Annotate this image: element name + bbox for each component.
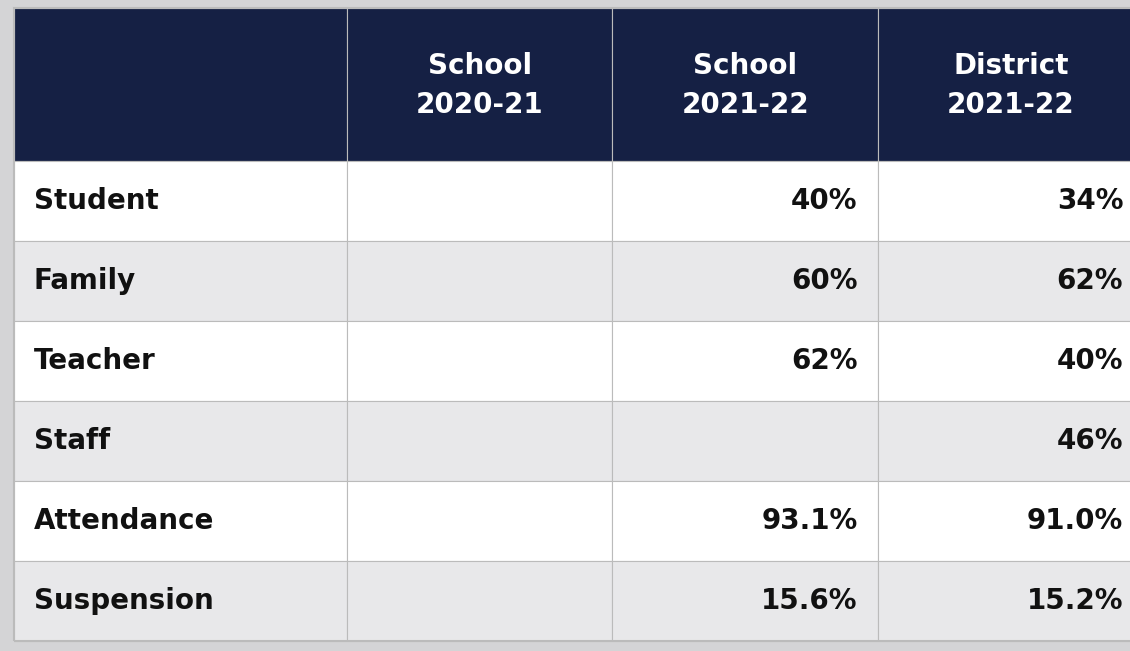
- Bar: [14, 321, 347, 401]
- Text: Teacher: Teacher: [34, 347, 156, 375]
- Text: Family: Family: [34, 267, 136, 295]
- Text: 2021-22: 2021-22: [681, 91, 809, 119]
- Text: School: School: [427, 52, 532, 80]
- Bar: [14, 401, 347, 481]
- Bar: [878, 401, 1130, 481]
- Bar: [612, 401, 878, 481]
- Bar: [612, 561, 878, 641]
- Text: School: School: [693, 52, 798, 80]
- Bar: [14, 241, 347, 321]
- Bar: [347, 161, 612, 241]
- Text: 15.2%: 15.2%: [1027, 587, 1123, 615]
- Text: 62%: 62%: [791, 347, 858, 375]
- Text: Attendance: Attendance: [34, 507, 215, 535]
- Bar: [347, 401, 612, 481]
- Bar: [612, 8, 878, 161]
- Text: 15.6%: 15.6%: [762, 587, 858, 615]
- Bar: [878, 161, 1130, 241]
- Bar: [612, 241, 878, 321]
- Bar: [14, 561, 347, 641]
- Text: 2020-21: 2020-21: [416, 91, 544, 119]
- Text: 40%: 40%: [1057, 347, 1123, 375]
- Text: 60%: 60%: [791, 267, 858, 295]
- Bar: [347, 241, 612, 321]
- Bar: [878, 561, 1130, 641]
- Bar: [878, 321, 1130, 401]
- Bar: [347, 321, 612, 401]
- Bar: [878, 241, 1130, 321]
- Text: 62%: 62%: [1057, 267, 1123, 295]
- Text: 40%: 40%: [791, 187, 858, 215]
- Bar: [878, 481, 1130, 561]
- Bar: [612, 481, 878, 561]
- Text: Student: Student: [34, 187, 158, 215]
- Text: District: District: [953, 52, 1069, 80]
- Bar: [612, 161, 878, 241]
- Bar: [347, 481, 612, 561]
- Text: Suspension: Suspension: [34, 587, 214, 615]
- Text: Staff: Staff: [34, 427, 110, 455]
- Bar: [14, 8, 347, 161]
- Text: 91.0%: 91.0%: [1027, 507, 1123, 535]
- Bar: [14, 481, 347, 561]
- Text: 46%: 46%: [1057, 427, 1123, 455]
- Text: 34%: 34%: [1057, 187, 1123, 215]
- Bar: [14, 161, 347, 241]
- Bar: [878, 8, 1130, 161]
- Text: 2021-22: 2021-22: [947, 91, 1075, 119]
- Bar: [347, 561, 612, 641]
- Bar: [612, 321, 878, 401]
- Text: 93.1%: 93.1%: [762, 507, 858, 535]
- Bar: [347, 8, 612, 161]
